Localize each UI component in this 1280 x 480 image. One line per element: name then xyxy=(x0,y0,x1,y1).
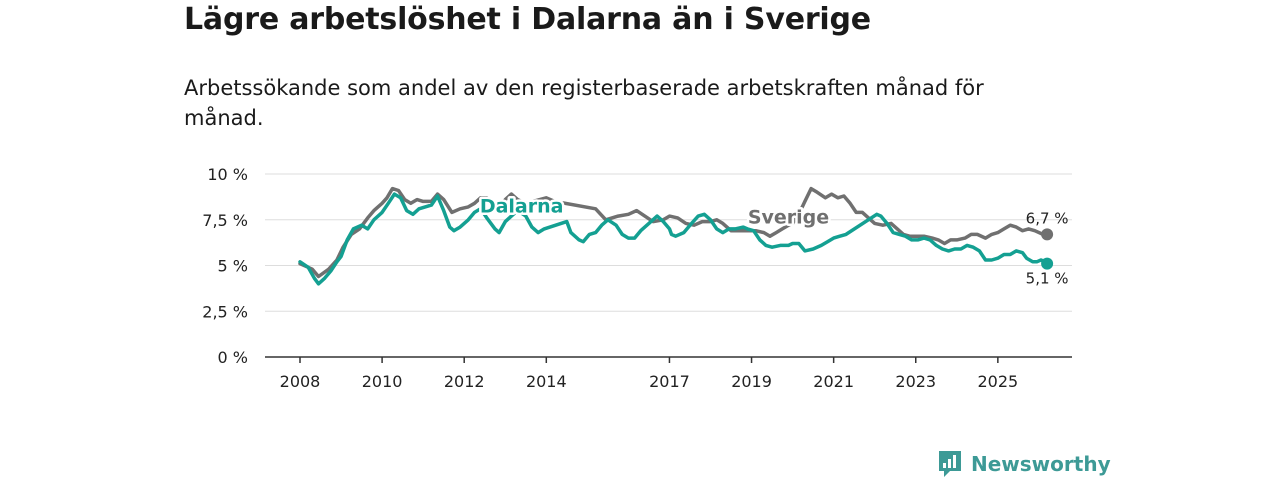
y-tick-label: 0 % xyxy=(218,348,248,367)
x-tick-label: 2010 xyxy=(362,372,403,391)
y-tick-label: 7,5 % xyxy=(202,211,248,230)
x-tick-label: 2012 xyxy=(444,372,485,391)
y-tick-label: 2,5 % xyxy=(202,302,248,321)
series-label-sverige: Sverige xyxy=(748,206,829,228)
x-axis-ticks: 2008 2010 2012 2014 2017 2019 2021 2023 2025 xyxy=(280,357,1018,391)
chart-subtitle: Arbetssökande som andel av den registerb… xyxy=(184,76,984,130)
series-end-markers: 6,7 % 5,1 % xyxy=(1026,209,1069,287)
x-tick-label: 2021 xyxy=(813,372,854,391)
chart-title: Lägre arbetslöshet i Dalarna än i Sverig… xyxy=(184,2,871,37)
brand-name: Newsworthy xyxy=(971,452,1111,476)
gridlines xyxy=(265,173,1072,358)
x-tick-label: 2008 xyxy=(280,372,321,391)
newsworthy-logo-icon xyxy=(939,451,961,477)
end-value-label-sverige: 6,7 % xyxy=(1026,209,1069,227)
x-tick-label: 2017 xyxy=(649,372,690,391)
end-point-sverige xyxy=(1041,228,1054,241)
x-tick-label: 2019 xyxy=(731,372,772,391)
x-tick-label: 2014 xyxy=(526,372,567,391)
series-lines: Sverige Dalarna xyxy=(298,186,1049,286)
series-line-sverige xyxy=(298,186,1049,279)
series-label-dalarna: Dalarna xyxy=(480,195,564,217)
end-value-label-dalarna: 5,1 % xyxy=(1026,270,1069,288)
y-axis-ticks: 0 % 2,5 % 5 % 7,5 % 10 % xyxy=(202,165,248,367)
x-tick-label: 2023 xyxy=(895,372,936,391)
newsworthy-logo: Newsworthy xyxy=(937,449,1111,479)
y-tick-label: 10 % xyxy=(207,165,248,184)
x-tick-label: 2025 xyxy=(977,372,1018,391)
end-point-dalarna xyxy=(1041,257,1054,270)
series-line-dalarna xyxy=(298,192,1049,286)
y-tick-label: 5 % xyxy=(218,257,248,276)
